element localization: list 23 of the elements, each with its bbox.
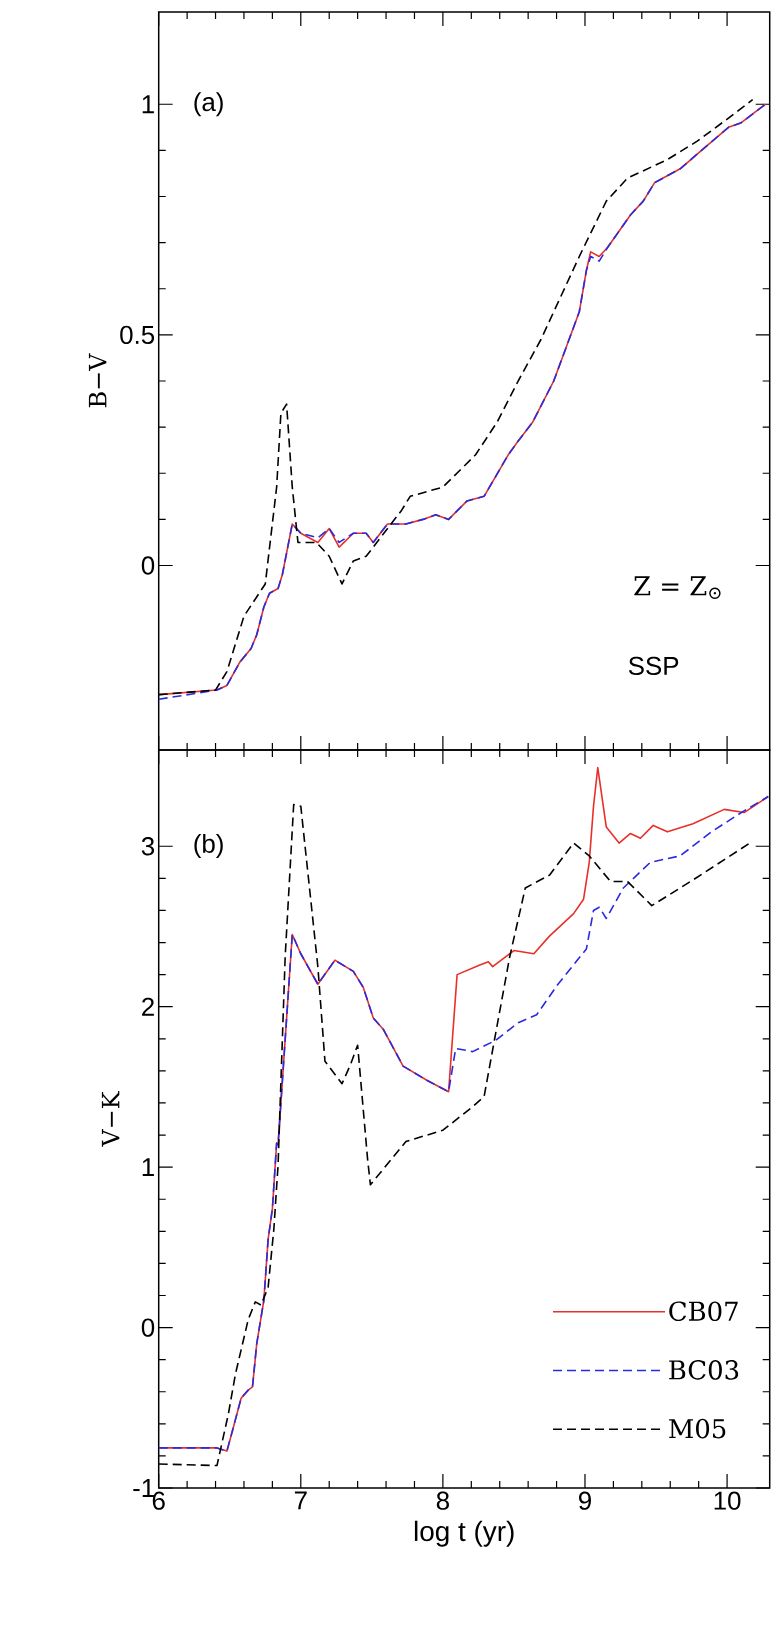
y-tick-label: 0 [141,556,155,575]
x-tick-label: 8 [436,1491,449,1510]
x-tick-label: 9 [579,1491,591,1510]
y-tick-label: -1 [133,1479,154,1497]
y-tick-label: 0 [141,1318,155,1337]
y-tick-label: 2 [142,997,154,1016]
x-tick-label: 7 [294,1491,307,1510]
y-tick-label: 1 [142,1158,154,1177]
y-axis-title: V−K [101,1091,120,1147]
legend-label: BC03 [669,1360,739,1380]
y-tick-label: 0.5 [120,325,155,345]
x-axis-title: log t (yr) [414,1520,514,1547]
x-tick-label: 10 [714,1491,741,1510]
annotation: (a) [194,92,223,117]
annotation: (b) [194,833,223,859]
x-tick-label: 6 [152,1491,165,1510]
annotation: Z = Z$_{⊙}$ [634,576,721,599]
y-tick-label: 3 [141,837,155,856]
y-tick-label: 1 [142,95,154,114]
y-axis-title: B−V [88,353,107,408]
legend-label: M05 [669,1418,726,1439]
legend-label: CB07 [669,1301,738,1322]
annotation: SSP [628,656,679,676]
